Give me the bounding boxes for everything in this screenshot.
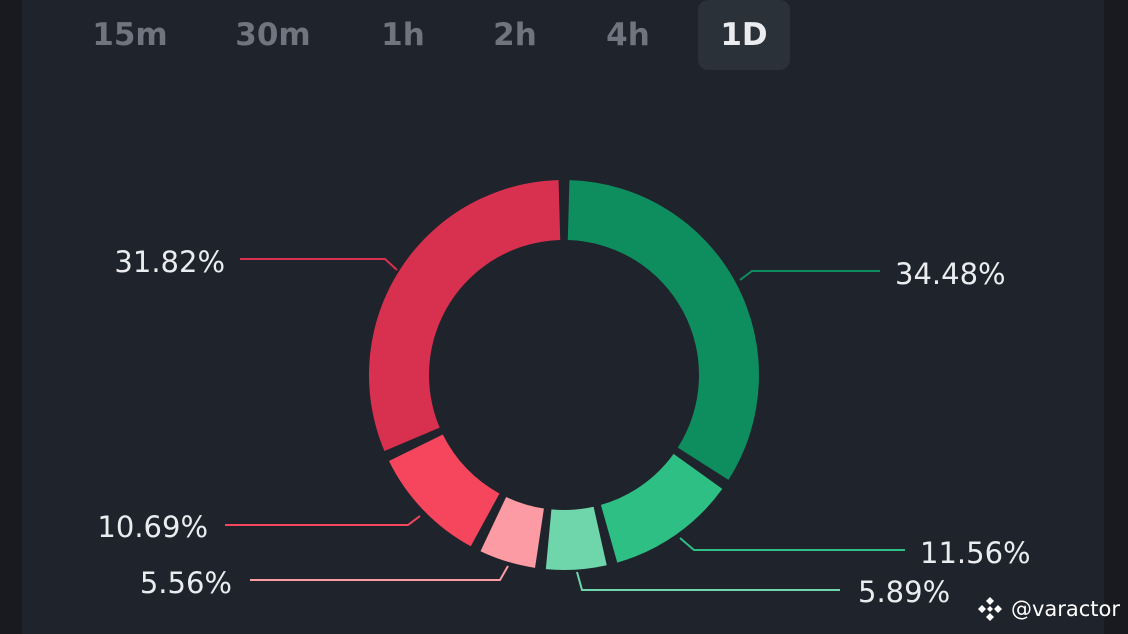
- slice-label: 34.48%: [895, 257, 1006, 291]
- donut-slice[interactable]: [600, 453, 723, 563]
- watermark: @varactor: [975, 594, 1120, 624]
- donut-slice[interactable]: [388, 434, 500, 547]
- tab-2h[interactable]: 2h: [493, 17, 537, 53]
- tab-30m[interactable]: 30m: [235, 17, 311, 53]
- callout-line: [225, 515, 421, 526]
- callout-line: [739, 270, 880, 281]
- donut-slice[interactable]: [567, 180, 759, 480]
- slice-label: 5.56%: [140, 566, 232, 600]
- binance-logo-icon: [977, 597, 1002, 621]
- callout-line: [576, 571, 840, 591]
- tab-1d[interactable]: 1D: [698, 0, 790, 70]
- tab-1h[interactable]: 1h: [381, 17, 425, 53]
- callout-line: [250, 565, 509, 581]
- tab-4h[interactable]: 4h: [606, 17, 650, 53]
- slice-label: 11.56%: [920, 536, 1031, 570]
- slice-label: 5.89%: [858, 575, 950, 609]
- watermark-text: @varactor: [1010, 597, 1120, 621]
- interval-tabs: 15m 30m 1h 2h 4h 1D: [0, 0, 1128, 80]
- donut-slice[interactable]: [369, 180, 561, 452]
- tab-15m[interactable]: 15m: [92, 17, 168, 53]
- slice-label: 10.69%: [97, 510, 208, 544]
- slice-label: 31.82%: [114, 245, 225, 279]
- donut-slice[interactable]: [480, 496, 544, 568]
- callout-line: [679, 537, 905, 551]
- donut-slice[interactable]: [545, 506, 607, 570]
- callout-line: [240, 258, 398, 271]
